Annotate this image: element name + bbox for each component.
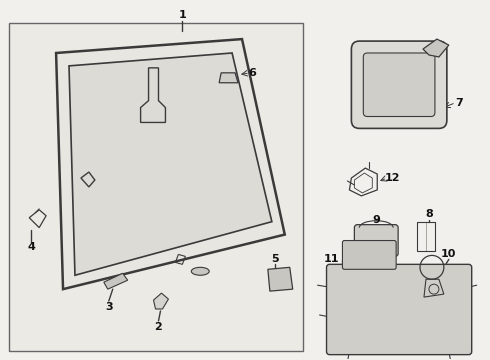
Text: 1: 1	[178, 10, 186, 20]
FancyBboxPatch shape	[354, 225, 398, 256]
Polygon shape	[153, 293, 169, 309]
Text: 5: 5	[271, 255, 279, 264]
FancyBboxPatch shape	[351, 41, 447, 129]
Text: 6: 6	[248, 68, 256, 78]
Text: 4: 4	[27, 243, 35, 252]
Polygon shape	[104, 273, 128, 289]
Ellipse shape	[191, 267, 209, 275]
Bar	[9, 23, 303, 351]
Text: 12: 12	[385, 173, 400, 183]
Polygon shape	[69, 53, 272, 275]
Polygon shape	[268, 267, 293, 291]
Text: 2: 2	[155, 322, 162, 332]
Text: 3: 3	[105, 302, 113, 312]
FancyBboxPatch shape	[343, 240, 396, 269]
Bar	[417, 222, 435, 251]
Text: 8: 8	[425, 209, 433, 219]
Polygon shape	[423, 39, 449, 57]
Text: 7: 7	[455, 98, 463, 108]
Text: 10: 10	[441, 249, 457, 260]
Polygon shape	[56, 39, 285, 289]
Polygon shape	[219, 73, 238, 83]
FancyBboxPatch shape	[363, 53, 435, 117]
FancyBboxPatch shape	[326, 264, 472, 355]
Text: 11: 11	[324, 255, 339, 264]
Text: 9: 9	[372, 215, 380, 225]
